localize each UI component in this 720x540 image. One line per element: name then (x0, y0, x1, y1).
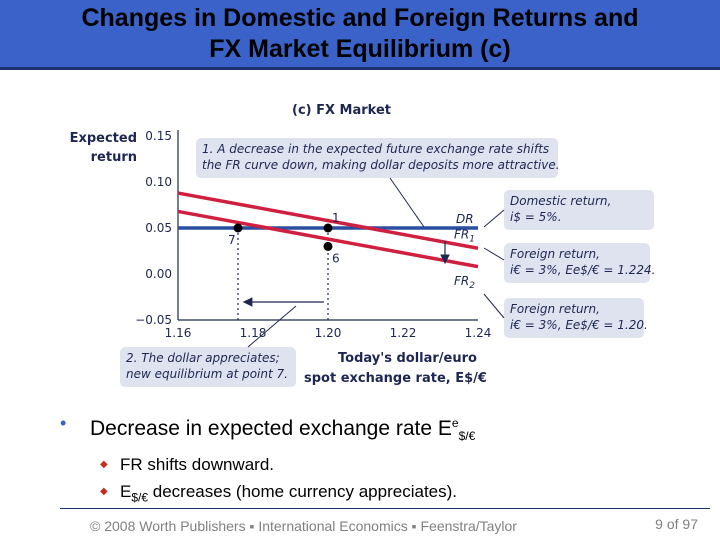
y-tick-label: −0.05 (135, 313, 172, 327)
domestic-return-line2: i$ = 5%. (510, 210, 562, 224)
y-tick-label: 0.05 (145, 221, 172, 235)
point-label-7: 7 (228, 233, 236, 247)
x-tick-label: 1.22 (390, 326, 417, 340)
foreign-return-1-box (504, 243, 650, 283)
foreign-return-1-line1: Foreign return, (510, 247, 600, 261)
domestic-return-line1: Domestic return, (510, 194, 611, 208)
domestic-pointer (483, 209, 505, 228)
series-label-dr: DR (456, 212, 474, 226)
point-label-6: 6 (332, 251, 340, 265)
y-tick-label: 0.15 (145, 129, 172, 143)
diamond-bullet-icon: ◆ (100, 486, 108, 498)
note2-box (120, 347, 296, 387)
point-7 (233, 223, 243, 233)
bullet-dot-icon: • (60, 413, 67, 433)
x-tick-label: 1.18 (240, 326, 267, 340)
bullet-main: • Decrease in expected exchange rate Ee$/… (60, 408, 700, 451)
panel-title: (c) FX Market (292, 103, 391, 118)
fx-market-chart: (c) FX Market Expected return 0.15 0.10 0.05 0… (70, 103, 655, 387)
note2-pointer (247, 305, 297, 348)
note1-line2: the FR curve down, making dollar deposit… (202, 158, 560, 172)
foreign-return-2-box (504, 298, 644, 338)
y-tick-label: 0.00 (145, 267, 172, 281)
note2-line2: new equilibrium at point 7. (126, 367, 288, 381)
y-axis-label-line2: return (91, 150, 137, 165)
bullet-list: • Decrease in expected exchange rate Ee$/… (60, 408, 700, 512)
bullet-sub-2: ◆ E$/€ decreases (home currency appreciat… (60, 478, 700, 511)
foreign-return-1-line2: i€ = 3%, Ee$/€ = 1.224. (510, 263, 655, 277)
x-tick-label: 1.16 (165, 326, 192, 340)
series-label-fr2: FR2 (454, 274, 475, 291)
foreign-2-pointer (483, 293, 505, 319)
foreign-1-pointer (483, 247, 505, 261)
domestic-return-box (504, 190, 654, 230)
bullet-sub-1: ◆ FR shifts downward. (60, 451, 700, 478)
bullet-sub-1-text: FR shifts downward. (120, 455, 274, 475)
x-axis-label-line2: spot exchange rate, E$/€ (304, 371, 487, 386)
page-number: 9 of 97 (655, 516, 698, 532)
bullet-sub-2-prefix: E (120, 482, 132, 502)
bullet-main-sup: e (451, 416, 459, 430)
title-bar: Changes in Domestic and Foreign Returns … (0, 0, 720, 70)
footer-credit: © 2008 Worth Publishers ▪ International … (90, 518, 517, 534)
bullet-main-text: Decrease in expected exchange rate E (90, 417, 452, 440)
x-axis-label-line1: Today's dollar/euro (338, 351, 477, 366)
y-tick-label: 0.10 (145, 175, 172, 189)
note2-line1: 2. The dollar appreciates; (126, 351, 280, 365)
x-tick-label: 1.24 (465, 326, 492, 340)
bullet-sub-2-sub: $/€ (131, 490, 149, 505)
slide-title-line2: FX Market Equilibrium (c) (209, 35, 511, 63)
bullet-sub-2-suffix: decreases (home currency appreciates). (148, 482, 458, 502)
series-label-fr1: FR1 (454, 228, 475, 245)
note1-line1: 1. A decrease in the expected future exc… (202, 142, 549, 156)
bullet-main-sub: $/€ (458, 429, 476, 444)
point-6 (323, 241, 333, 251)
note1-pointer (389, 177, 425, 228)
point-label-1: 1 (332, 211, 340, 225)
foreign-return-2-line1: Foreign return, (510, 302, 600, 316)
footer-divider (60, 508, 710, 509)
diamond-bullet-icon: ◆ (100, 459, 108, 471)
x-tick-label: 1.20 (315, 326, 342, 340)
slide-title-line1: Changes in Domestic and Foreign Returns … (81, 4, 639, 32)
foreign-return-2-line2: i€ = 3%, Ee$/€ = 1.20. (510, 318, 648, 332)
point-1 (323, 223, 333, 233)
series-line-fr1 (177, 191, 479, 250)
note1-box (196, 138, 558, 178)
y-axis-label-line1: Expected (70, 131, 137, 146)
series-line-fr2 (177, 209, 479, 269)
